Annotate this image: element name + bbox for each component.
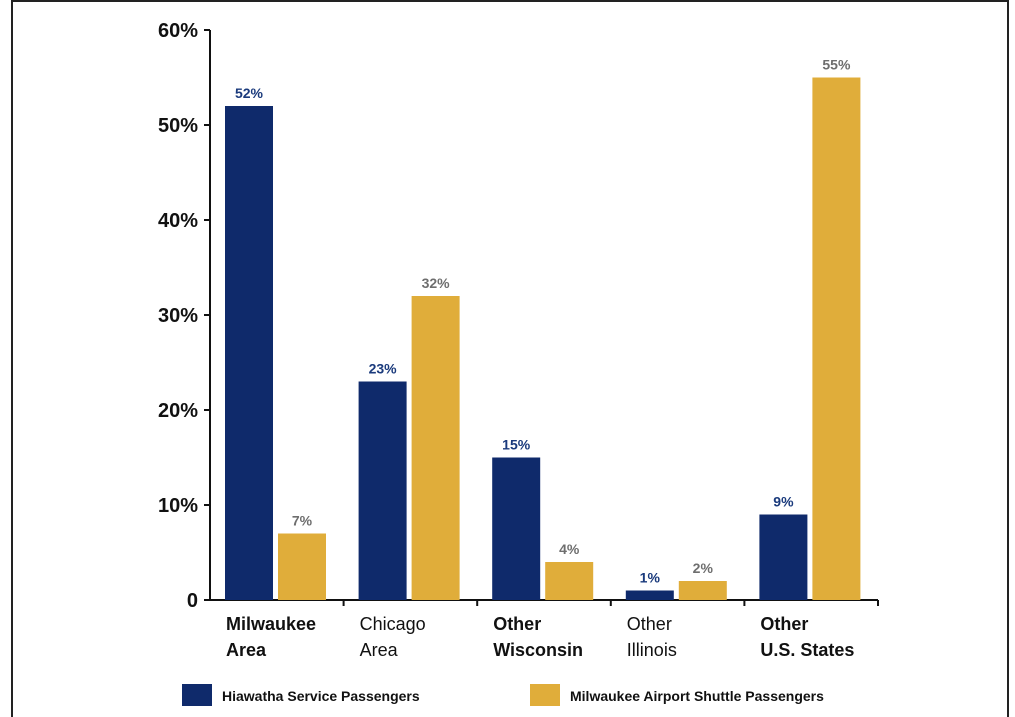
category-label: Milwaukee — [226, 614, 316, 634]
y-tick-label: 30% — [158, 305, 198, 327]
data-label: 4% — [559, 541, 580, 557]
category-label: Chicago — [360, 614, 426, 634]
bars: 52% 7% 23% 32% 15% 4% 1% 2% 9% 55% — [225, 57, 861, 600]
data-label: 15% — [502, 437, 531, 453]
bar-hiawatha — [759, 514, 808, 600]
category-label: Other — [760, 614, 808, 634]
bar-hiawatha — [225, 106, 273, 600]
data-label: 2% — [693, 560, 714, 576]
bar-hiawatha — [625, 590, 674, 600]
y-tick-label: 50% — [158, 115, 198, 137]
chart-frame — [11, 0, 1009, 717]
axes: 0 10% 20% 30% 40% 50% 60% Milwaukee Area Chicago A… — [158, 20, 879, 660]
data-label: 7% — [292, 513, 313, 529]
legend: Hiawatha Service Passengers Milwaukee Air… — [182, 684, 824, 706]
category-label: Other — [493, 614, 541, 634]
y-tick-label: 0 — [187, 590, 198, 612]
legend-label: Milwaukee Airport Shuttle Passengers — [570, 688, 824, 704]
bar-hiawatha — [492, 457, 541, 600]
y-tick-label: 10% — [158, 495, 198, 517]
category-label: Illinois — [627, 640, 677, 660]
legend-swatch — [530, 684, 560, 706]
category-label: Area — [360, 640, 399, 660]
legend-swatch — [182, 684, 212, 706]
data-label: 32% — [422, 275, 451, 291]
data-label: 55% — [822, 57, 851, 73]
legend-label: Hiawatha Service Passengers — [222, 688, 420, 704]
category-label: Wisconsin — [493, 640, 583, 660]
bar-shuttle — [678, 581, 727, 600]
y-tick-label: 40% — [158, 210, 198, 232]
category-label: Area — [226, 640, 267, 660]
category-label: Other — [627, 614, 672, 634]
bar-shuttle — [411, 296, 460, 600]
bar-shuttle — [545, 562, 594, 600]
data-label: 9% — [773, 494, 794, 510]
bar-shuttle — [812, 77, 861, 600]
data-label: 52% — [235, 85, 264, 101]
category-label: U.S. States — [760, 640, 854, 660]
data-label: 1% — [640, 570, 661, 586]
y-tick-label: 20% — [158, 400, 198, 422]
bar-shuttle — [278, 533, 326, 600]
data-label: 23% — [369, 361, 398, 377]
bar-hiawatha — [358, 381, 407, 600]
y-tick-label: 60% — [158, 20, 198, 42]
